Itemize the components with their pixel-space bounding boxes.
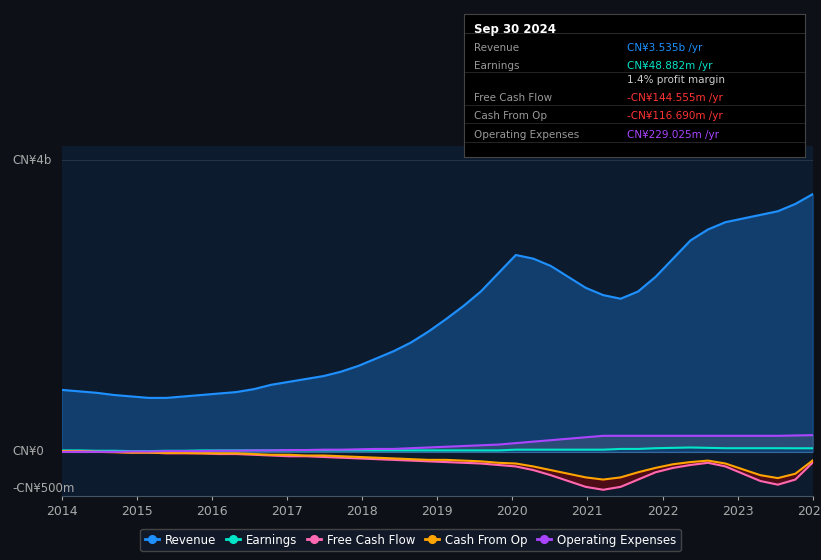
Text: Sep 30 2024: Sep 30 2024 [474, 22, 556, 36]
Text: CN¥3.535b /yr: CN¥3.535b /yr [627, 43, 703, 53]
Text: Free Cash Flow: Free Cash Flow [474, 94, 553, 103]
Text: Earnings: Earnings [474, 61, 520, 71]
Text: CN¥4b: CN¥4b [13, 153, 52, 167]
Text: CN¥0: CN¥0 [13, 445, 44, 458]
Text: CN¥48.882m /yr: CN¥48.882m /yr [627, 61, 713, 71]
Legend: Revenue, Earnings, Free Cash Flow, Cash From Op, Operating Expenses: Revenue, Earnings, Free Cash Flow, Cash … [140, 529, 681, 551]
Text: -CN¥500m: -CN¥500m [13, 482, 75, 495]
Text: Revenue: Revenue [474, 43, 519, 53]
Text: 1.4% profit margin: 1.4% profit margin [627, 76, 726, 86]
Text: -CN¥116.690m /yr: -CN¥116.690m /yr [627, 111, 723, 121]
Text: -CN¥144.555m /yr: -CN¥144.555m /yr [627, 94, 723, 103]
Text: Operating Expenses: Operating Expenses [474, 130, 580, 139]
Text: CN¥229.025m /yr: CN¥229.025m /yr [627, 130, 719, 139]
Text: Cash From Op: Cash From Op [474, 111, 547, 121]
